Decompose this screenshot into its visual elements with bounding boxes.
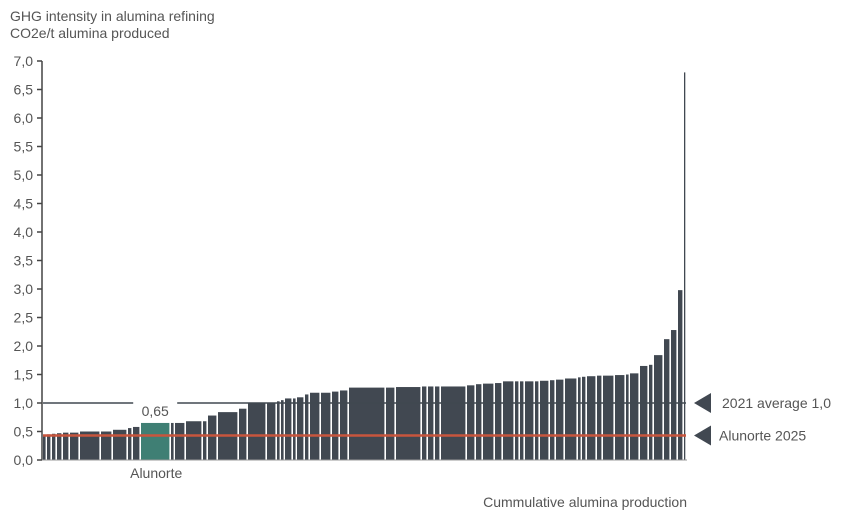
bar (587, 376, 596, 460)
y-tick-label: 6,0 (14, 110, 34, 126)
bar (70, 432, 79, 460)
bar (186, 421, 202, 460)
bar (267, 403, 276, 460)
bar (603, 375, 614, 460)
bar (113, 429, 127, 460)
y-tick-label: 4,0 (14, 224, 34, 240)
bar (349, 387, 385, 460)
y-tick-label: 5,5 (14, 139, 34, 155)
bar (43, 435, 46, 460)
bar (332, 391, 339, 460)
bar (386, 387, 395, 460)
y-tick-label: 3,5 (14, 253, 34, 269)
bar (321, 392, 331, 460)
bar (203, 421, 207, 460)
alunorte-2025-label: Alunorte 2025 (719, 427, 806, 443)
bar (515, 381, 519, 460)
alunorte-2025-arrow-icon (694, 425, 711, 446)
y-tick-label: 1,0 (14, 395, 34, 411)
bar (556, 379, 564, 460)
bar (208, 415, 217, 460)
bar (525, 381, 534, 460)
bar (597, 375, 602, 460)
bar (441, 386, 466, 460)
reference-lines: 2021 average 1,0 Alunorte 2025 (43, 393, 831, 446)
bar (503, 381, 514, 460)
chart-title: GHG intensity in alumina refining (10, 8, 215, 24)
bar (396, 387, 421, 460)
bar (550, 380, 555, 460)
y-tick-label: 5,0 (14, 167, 34, 183)
bar (578, 377, 581, 460)
bar (293, 398, 296, 460)
bar (428, 386, 434, 460)
y-tick-label: 2,0 (14, 338, 34, 354)
bar (684, 72, 686, 461)
bar (483, 383, 494, 460)
bar (476, 384, 482, 460)
bar (277, 401, 280, 460)
bar (582, 376, 586, 460)
bar (171, 422, 174, 460)
x-axis-label: Cummulative alumina production (483, 494, 687, 510)
bar (678, 290, 683, 460)
bar (535, 381, 539, 460)
y-axis-label: CO2e/t alumina produced (10, 25, 170, 41)
highlight-value-label: 0,65 (142, 403, 169, 419)
bar (281, 400, 284, 460)
bar (540, 380, 549, 460)
bar (565, 378, 577, 460)
bar (297, 397, 304, 460)
bar (52, 433, 56, 460)
bar (248, 403, 266, 460)
bar (175, 422, 185, 460)
y-tick-label: 0,0 (14, 452, 34, 468)
y-tick-label: 2,5 (14, 310, 34, 326)
bar (649, 364, 653, 460)
y-tick-label: 3,0 (14, 281, 34, 297)
highlight-category-label: Alunorte (130, 465, 182, 481)
bar (664, 339, 670, 460)
y-tick-label: 1,5 (14, 367, 34, 383)
bar (640, 365, 648, 460)
bar (467, 385, 475, 460)
bar (305, 394, 309, 460)
bar (80, 431, 100, 460)
bar (654, 355, 663, 460)
average-label: 2021 average 1,0 (722, 395, 831, 411)
bar (101, 431, 112, 460)
bar (630, 373, 639, 460)
bar (340, 390, 348, 460)
bar (422, 386, 427, 460)
bar (133, 426, 140, 460)
y-tick-label: 0,5 (14, 424, 34, 440)
y-tick-label: 4,5 (14, 196, 34, 212)
bar (128, 428, 132, 460)
bar (310, 392, 320, 460)
bar (47, 434, 51, 460)
bar (435, 386, 440, 460)
bar-alunorte (141, 422, 170, 460)
bar (57, 433, 62, 460)
bar (615, 375, 625, 460)
bar (520, 381, 524, 460)
bar (671, 330, 677, 460)
bars-group (43, 72, 686, 461)
bar (285, 398, 292, 460)
y-axis: 0,0 0,5 1,0 1,5 2,0 2,5 3,0 3,5 4,0 4,5 5,0 5,5 6,0 6… (14, 53, 43, 468)
bar (63, 432, 69, 460)
y-tick-label: 7,0 (14, 53, 34, 69)
bar (626, 374, 629, 460)
y-tick-label: 6,5 (14, 82, 34, 98)
bar (495, 383, 502, 460)
average-arrow-icon (694, 393, 711, 413)
